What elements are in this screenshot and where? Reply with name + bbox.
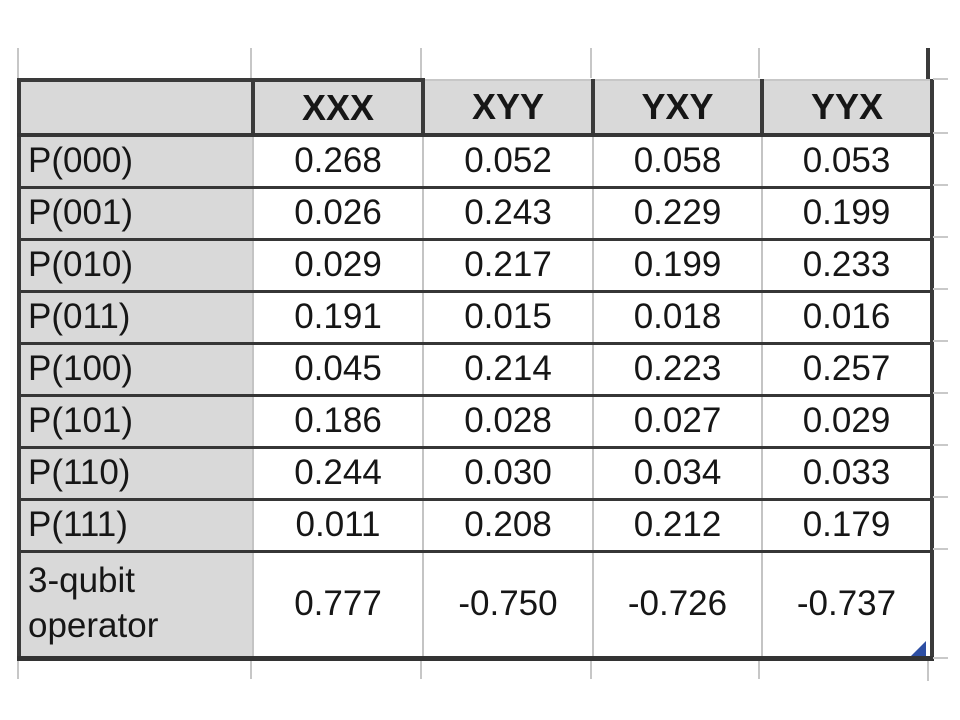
gridline-tick [933,184,948,186]
row-label-cell[interactable]: P(111) [17,499,254,553]
gridline-vertical [590,661,592,679]
gridline-vertical [758,661,760,679]
value-cell[interactable]: 0.257 [762,343,934,397]
value-cell[interactable]: 0.030 [423,447,594,501]
value-cell[interactable]: 0.029 [253,239,424,293]
row-label-cell[interactable]: P(101) [17,395,254,449]
table-row: P(001) 0.026 0.243 0.229 0.199 [17,187,934,241]
value-cell[interactable]: 0.217 [423,239,594,293]
value-cell[interactable]: 0.028 [423,395,594,449]
column-header-xyy[interactable]: XYY [421,79,595,137]
row-label-cell[interactable]: 3-qubit operator [17,551,254,661]
value-cell[interactable]: 0.011 [253,499,424,553]
value-cell[interactable]: 0.233 [762,239,934,293]
row-label-cell[interactable]: P(110) [17,447,254,501]
value-cell[interactable]: 0.027 [593,395,763,449]
gridline-tick [933,496,948,498]
table-row: P(110) 0.244 0.030 0.034 0.033 [17,447,934,501]
value-cell[interactable]: 0.016 [762,291,934,345]
column-header-yxy[interactable]: YXY [591,79,764,137]
probability-table: XXX XYY YXY YYX P(000) 0.268 0.052 0.058… [17,78,934,661]
value-cell[interactable]: 0.212 [593,499,763,553]
column-header-yyx[interactable]: YYX [760,79,934,137]
value-cell[interactable]: 0.214 [423,343,594,397]
gridline-tick [933,132,948,134]
table-row: P(011) 0.191 0.015 0.018 0.016 [17,291,934,345]
gridline-vertical [420,48,422,78]
table-right-border-extension [926,48,930,80]
gridline-vertical [17,661,19,679]
gridline-tick [933,444,948,446]
value-cell[interactable]: 0.268 [253,135,424,189]
value-cell[interactable]: 0.053 [762,135,934,189]
table-row: P(101) 0.186 0.028 0.027 0.029 [17,395,934,449]
row-label-cell[interactable]: P(100) [17,343,254,397]
value-cell[interactable]: 0.208 [423,499,594,553]
value-cell[interactable]: 0.052 [423,135,594,189]
value-cell[interactable]: 0.223 [593,343,763,397]
value-cell[interactable]: 0.045 [253,343,424,397]
gridline-vertical [250,661,252,679]
gridline-tick [933,340,948,342]
gridline-vertical [758,48,760,78]
gridline-vertical [250,48,252,78]
value-cell[interactable]: 0.244 [253,447,424,501]
value-cell[interactable]: 0.029 [762,395,934,449]
gridline-vertical [17,48,19,78]
value-cell[interactable]: 0.229 [593,187,763,241]
value-cell[interactable]: 0.199 [762,187,934,241]
value-cell[interactable]: -0.737 [762,551,934,661]
value-cell[interactable]: 0.777 [253,551,424,661]
gridline-tick [933,657,948,659]
gridline-tick [933,392,948,394]
value-cell[interactable]: 0.191 [253,291,424,345]
value-cell[interactable]: 0.058 [593,135,763,189]
row-label-cell[interactable]: P(001) [17,187,254,241]
column-header-xxx[interactable]: XXX [251,78,425,137]
value-cell[interactable]: 0.015 [423,291,594,345]
row-label-cell[interactable]: P(010) [17,239,254,293]
table-row: P(100) 0.045 0.214 0.223 0.257 [17,343,934,397]
value-cell[interactable]: 0.034 [593,447,763,501]
row-label-cell[interactable]: P(000) [17,135,254,189]
value-cell[interactable]: 0.026 [253,187,424,241]
value-cell[interactable]: 0.018 [593,291,763,345]
value-cell[interactable]: 0.199 [593,239,763,293]
gridline-tick [933,548,948,550]
value-cell[interactable]: -0.750 [423,551,594,661]
row-label-cell[interactable]: P(011) [17,291,254,345]
gridline-vertical [420,661,422,679]
value-cell[interactable]: -0.726 [593,551,763,661]
operator-row: 3-qubit operator 0.777 -0.750 -0.726 -0.… [17,551,934,661]
header-row: XXX XYY YXY YYX [17,78,934,137]
table-row: P(010) 0.029 0.217 0.199 0.233 [17,239,934,293]
gridline-tick [933,78,948,80]
value-cell[interactable]: 0.033 [762,447,934,501]
gridline-vertical [927,661,929,681]
corner-header-cell[interactable] [17,78,255,137]
table-row: P(111) 0.011 0.208 0.212 0.179 [17,499,934,553]
value-cell[interactable]: 0.243 [423,187,594,241]
table-row: P(000) 0.268 0.052 0.058 0.053 [17,135,934,189]
gridline-tick [933,288,948,290]
gridline-vertical [590,48,592,78]
table-resize-handle-icon[interactable] [911,641,926,656]
value-cell[interactable]: 0.179 [762,499,934,553]
gridline-tick [933,236,948,238]
value-cell[interactable]: 0.186 [253,395,424,449]
